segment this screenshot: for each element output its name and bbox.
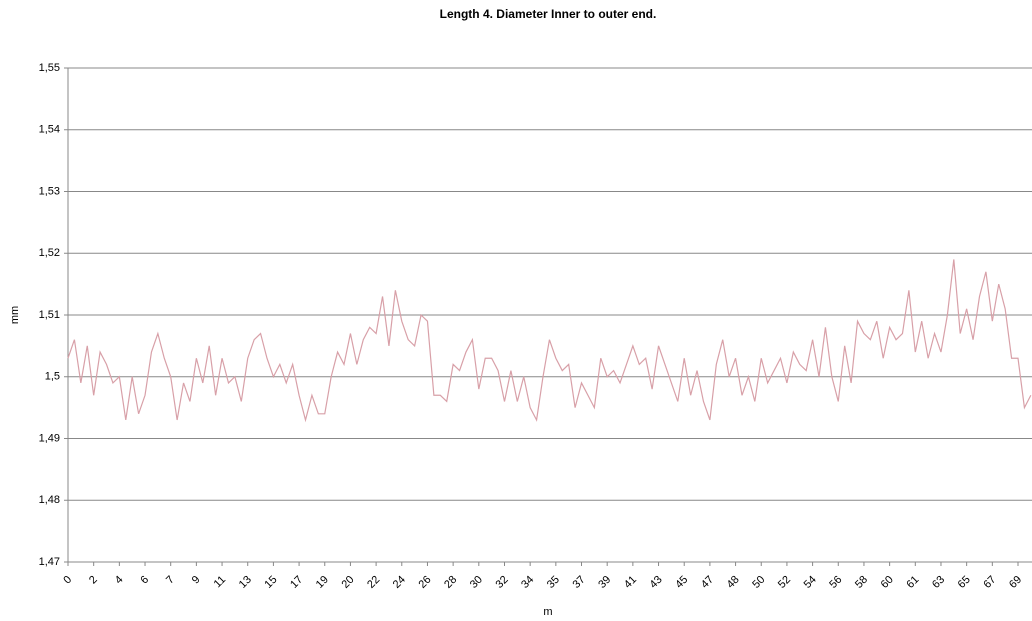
- chart-title: Length 4. Diameter Inner to outer end.: [440, 7, 657, 21]
- x-tick-label: 54: [802, 574, 819, 591]
- x-tick-label: 26: [416, 574, 433, 591]
- x-tick-label: 6: [138, 574, 151, 587]
- x-tick-label: 2: [87, 574, 100, 587]
- x-tick-label: 15: [262, 574, 279, 591]
- x-tick-label: 39: [596, 574, 613, 591]
- x-tick-label: 32: [494, 574, 511, 591]
- x-tick-label: 28: [442, 574, 459, 591]
- x-tick-label: 60: [879, 574, 896, 591]
- x-tick-label: 69: [1007, 574, 1024, 591]
- x-tick-label: 17: [288, 574, 305, 591]
- x-tick-label: 48: [725, 574, 742, 591]
- x-tick-label: 43: [648, 574, 665, 591]
- x-tick-label: 19: [314, 574, 331, 591]
- x-tick-label: 61: [904, 574, 921, 591]
- y-axis-label: mm: [9, 306, 21, 324]
- x-tick-label: 65: [956, 574, 973, 591]
- x-tick-label: 45: [673, 574, 690, 591]
- y-tick-label: 1,49: [39, 432, 60, 444]
- x-tick-label: 9: [190, 574, 203, 587]
- x-tick-label: 35: [545, 574, 562, 591]
- x-tick-label: 4: [113, 574, 126, 587]
- x-tick-label: 34: [519, 574, 536, 591]
- y-tick-label: 1,54: [39, 124, 60, 136]
- data-line: [67, 259, 1032, 423]
- x-tick-label: 11: [212, 574, 229, 591]
- y-tick-label: 1,5: [45, 371, 60, 383]
- x-tick-label: 50: [750, 574, 767, 591]
- x-tick-label: 37: [571, 574, 588, 591]
- x-tick-label: 20: [339, 574, 356, 591]
- x-tick-label: 22: [365, 574, 382, 591]
- x-axis-label: m: [543, 606, 552, 618]
- x-tick-label: 56: [827, 574, 844, 591]
- x-tick-label: 52: [776, 574, 793, 591]
- x-tick-label: 41: [622, 574, 639, 591]
- x-tick-label: 58: [853, 574, 870, 591]
- y-tick-label: 1,53: [39, 185, 60, 197]
- x-tick-label: 47: [699, 574, 716, 591]
- x-tick-label: 7: [164, 574, 177, 587]
- y-tick-label: 1,48: [39, 494, 60, 506]
- x-tick-label: 24: [391, 574, 408, 591]
- y-tick-label: 1,51: [39, 309, 60, 321]
- x-tick-label: 63: [930, 574, 947, 591]
- y-tick-label: 1,52: [39, 247, 60, 259]
- x-tick-label: 0: [61, 574, 74, 587]
- y-tick-label: 1,47: [39, 556, 60, 568]
- y-tick-label: 1,55: [39, 62, 60, 74]
- x-tick-label: 67: [981, 574, 998, 591]
- x-tick-label: 30: [468, 574, 485, 591]
- x-tick-label: 13: [237, 574, 254, 591]
